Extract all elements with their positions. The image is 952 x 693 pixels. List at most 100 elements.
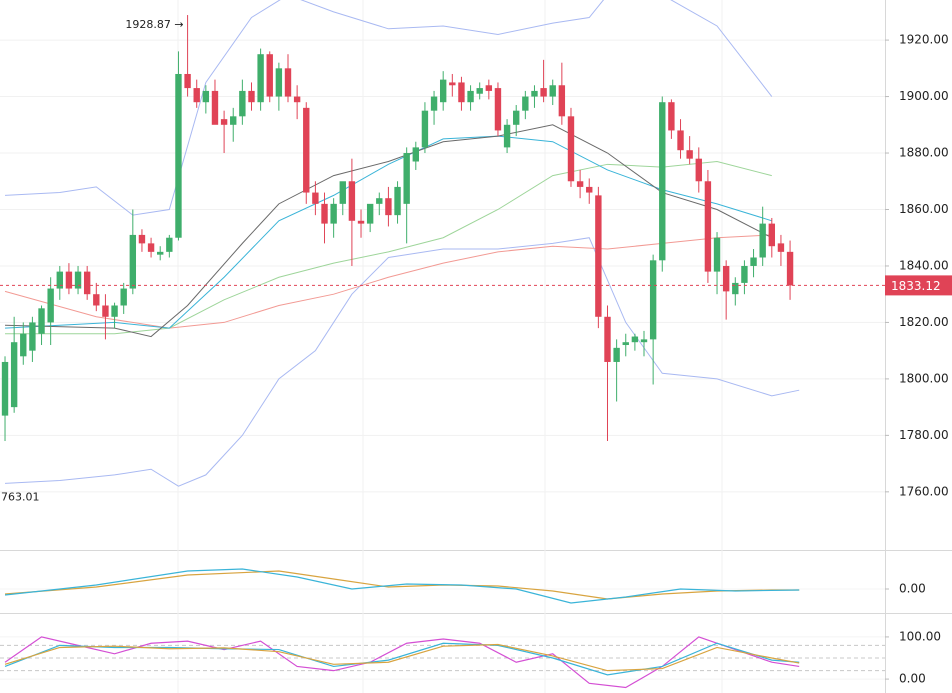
candle-body bbox=[248, 90, 255, 103]
candle-body bbox=[549, 85, 556, 97]
panel bbox=[0, 636, 885, 689]
y-tick-label: 1880.00 bbox=[899, 146, 949, 160]
candle-body bbox=[677, 130, 684, 151]
panel bbox=[0, 0, 885, 493]
candle-body bbox=[157, 251, 164, 255]
y-tick-label: 1900.00 bbox=[899, 89, 949, 103]
candle-body bbox=[239, 90, 246, 117]
candle-body bbox=[449, 82, 456, 86]
candle-body bbox=[138, 234, 146, 244]
candle-body bbox=[111, 305, 118, 317]
candle-body bbox=[257, 54, 264, 103]
indicator-line bbox=[4, 643, 800, 672]
candle-body bbox=[586, 186, 593, 193]
candle-body bbox=[47, 288, 54, 323]
candle-body bbox=[458, 82, 465, 103]
candle-body bbox=[230, 116, 237, 125]
candle-body bbox=[695, 158, 702, 182]
candle-body bbox=[65, 271, 73, 289]
candle-body bbox=[147, 243, 155, 252]
candle-body bbox=[74, 271, 82, 289]
candle-body bbox=[732, 282, 739, 295]
candle-body bbox=[768, 223, 776, 247]
candle-body bbox=[786, 251, 794, 286]
candle-body bbox=[175, 73, 182, 238]
y-tick-label: 0.00 bbox=[899, 582, 926, 596]
candle-body bbox=[494, 88, 502, 131]
candle-body bbox=[503, 124, 511, 148]
candle-body bbox=[120, 288, 127, 306]
y-tick-label: 1760.00 bbox=[899, 484, 949, 498]
candle-body bbox=[312, 192, 319, 204]
y-tick-label: 1780.00 bbox=[899, 428, 949, 442]
candle-body bbox=[631, 336, 639, 343]
panel bbox=[0, 568, 885, 604]
y-tick-label: 100.00 bbox=[899, 629, 941, 643]
candle-body bbox=[83, 271, 91, 295]
candle-body bbox=[759, 223, 766, 258]
candle-body bbox=[357, 220, 365, 224]
candle-body bbox=[56, 271, 63, 289]
candle-body bbox=[184, 73, 191, 89]
candle-body bbox=[604, 316, 611, 362]
candle-body bbox=[366, 203, 374, 224]
candle-body bbox=[485, 85, 493, 91]
candle-body bbox=[1, 361, 9, 416]
candle-body bbox=[284, 68, 292, 97]
candle-body bbox=[211, 90, 219, 125]
y-tick-label: 1820.00 bbox=[899, 315, 949, 329]
y-tick-label: 1840.00 bbox=[899, 258, 949, 272]
candle-body bbox=[339, 181, 346, 204]
candle-body bbox=[540, 88, 547, 97]
candle-body bbox=[467, 90, 474, 103]
candle-body bbox=[421, 110, 429, 148]
candle-body bbox=[777, 243, 785, 252]
candle-body bbox=[266, 54, 273, 97]
candle-body bbox=[20, 333, 27, 357]
candle-body bbox=[686, 150, 693, 159]
candle-body bbox=[430, 96, 438, 111]
candle-body bbox=[303, 107, 310, 193]
candle-body bbox=[522, 96, 529, 111]
candle-body bbox=[193, 88, 200, 103]
candle-body bbox=[513, 110, 520, 125]
candle-body bbox=[93, 294, 100, 306]
candle-body bbox=[293, 96, 301, 103]
candle-body bbox=[659, 102, 666, 261]
candle-body bbox=[330, 203, 337, 224]
candle-body bbox=[531, 90, 538, 97]
candle-body bbox=[668, 102, 675, 131]
indicator-line bbox=[4, 0, 773, 216]
candle-body bbox=[10, 342, 18, 408]
candle-body bbox=[166, 237, 173, 252]
candle-body bbox=[376, 198, 383, 204]
indicator-line bbox=[4, 568, 800, 604]
candle-body bbox=[102, 305, 109, 317]
candle-body bbox=[220, 119, 228, 125]
candle-body bbox=[722, 265, 730, 292]
candle-body bbox=[613, 347, 620, 362]
candle-body bbox=[576, 181, 584, 187]
candle-body bbox=[713, 237, 721, 272]
indicator-line bbox=[4, 237, 800, 487]
indicator-line bbox=[5, 160, 772, 335]
candle-body bbox=[558, 85, 566, 117]
low-annotation: 763.01 bbox=[1, 490, 40, 503]
candle-body bbox=[321, 203, 328, 224]
indicator-line bbox=[5, 124, 773, 338]
y-tick-label: 0.00 bbox=[899, 672, 926, 686]
candle-body bbox=[649, 260, 657, 340]
candle-body bbox=[275, 68, 283, 97]
candle-body bbox=[595, 195, 602, 317]
candle-body bbox=[476, 88, 483, 94]
candle-body bbox=[622, 342, 629, 346]
y-tick-label: 1920.00 bbox=[899, 33, 949, 47]
candle-body bbox=[640, 339, 648, 343]
candle-body bbox=[567, 116, 575, 182]
last-price-label: 1833.12 bbox=[891, 279, 941, 293]
candle-body bbox=[439, 79, 447, 103]
candle-body bbox=[750, 257, 757, 266]
candle-body bbox=[403, 153, 410, 204]
